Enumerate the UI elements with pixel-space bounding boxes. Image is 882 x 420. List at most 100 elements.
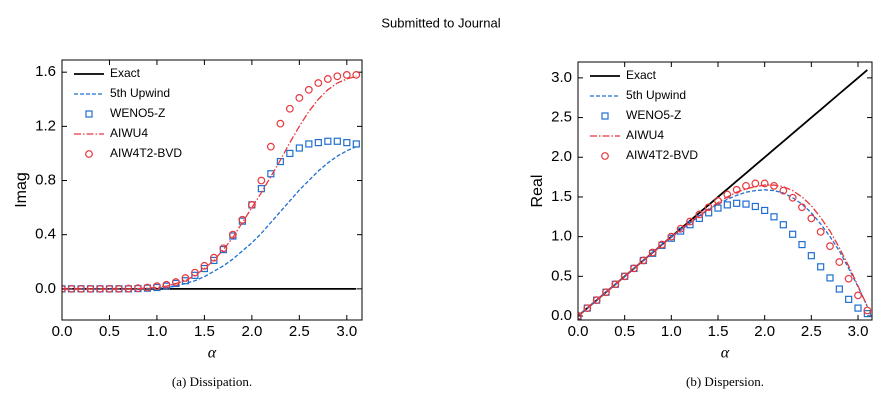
y-tick-label: 0.4 — [35, 226, 56, 243]
marker — [751, 179, 760, 188]
x-tick-label: 2.0 — [754, 323, 775, 340]
marker — [162, 280, 171, 289]
x-axis-label: α — [208, 345, 217, 362]
marker — [257, 176, 266, 185]
marker — [124, 284, 133, 293]
x-tick-label: 3.0 — [336, 323, 357, 340]
marker — [342, 70, 351, 79]
marker — [817, 263, 825, 271]
marker — [266, 142, 275, 151]
series-line — [62, 75, 357, 290]
marker — [285, 104, 294, 113]
y-tick-label: 1.5 — [551, 188, 572, 205]
marker — [798, 203, 806, 212]
marker — [191, 268, 199, 277]
marker — [807, 214, 816, 223]
x-tick-label: 1.0 — [147, 323, 168, 340]
legend-label: AIW4T2-BVD — [110, 146, 182, 160]
x-tick-label: 2.5 — [289, 323, 310, 340]
x-tick-label: 1.5 — [708, 323, 729, 340]
marker — [695, 214, 703, 222]
legend-label: Exact — [110, 66, 141, 80]
plot-frame — [577, 61, 873, 321]
marker — [733, 199, 741, 207]
marker — [648, 248, 657, 257]
marker — [788, 193, 797, 202]
series — [578, 199, 871, 320]
marker — [686, 217, 694, 226]
marker — [143, 283, 152, 292]
marker — [826, 274, 834, 282]
marker — [219, 244, 228, 253]
marker — [770, 181, 778, 190]
marker — [209, 253, 218, 262]
marker — [732, 185, 741, 194]
marker — [742, 200, 750, 208]
series — [62, 75, 357, 290]
marker — [667, 232, 676, 241]
marker — [323, 75, 332, 83]
marker — [67, 284, 76, 293]
marker — [695, 210, 704, 219]
y-tick-label: 3.0 — [551, 69, 572, 86]
y-tick-label: 0.8 — [35, 171, 56, 188]
marker — [181, 274, 190, 282]
marker — [658, 240, 666, 249]
marker — [153, 282, 161, 291]
marker — [172, 278, 180, 286]
series-line — [578, 189, 868, 317]
legend-label: AIWU4 — [110, 126, 148, 140]
marker — [761, 206, 769, 215]
legend-label: WENO5-Z — [626, 108, 681, 122]
series — [62, 70, 361, 293]
marker — [798, 240, 806, 249]
marker — [115, 284, 123, 293]
plot-frame — [61, 59, 363, 321]
marker — [751, 202, 759, 211]
y-tick-label: 0.0 — [551, 307, 572, 324]
y-tick-label: 0.0 — [35, 280, 56, 297]
marker — [314, 139, 322, 147]
marker — [789, 230, 797, 238]
marker — [611, 280, 620, 289]
marker — [770, 213, 778, 221]
marker — [305, 140, 313, 148]
legend-label: WENO5-Z — [110, 106, 165, 120]
marker — [86, 284, 95, 293]
x-tick-label: 1.5 — [194, 323, 215, 340]
marker — [602, 288, 610, 297]
x-tick-label: 0.0 — [568, 323, 589, 340]
marker — [639, 256, 648, 265]
marker — [247, 200, 256, 209]
marker — [844, 274, 853, 283]
legend-marker — [85, 110, 93, 118]
series-line — [62, 146, 357, 290]
plot-area: 0.0 0.5 1.0 1.5 2.0 2.5 3.0 0.0 0.4 0.8 1.2 1.6 Exac… — [13, 59, 363, 389]
marker — [723, 201, 731, 209]
y-axis-label: Imag — [13, 172, 30, 208]
series — [578, 184, 868, 317]
marker — [352, 140, 360, 148]
marker — [779, 221, 787, 229]
marker — [723, 190, 732, 199]
marker — [276, 119, 285, 128]
marker — [105, 284, 114, 293]
marker — [238, 215, 247, 224]
marker — [826, 242, 834, 251]
marker — [816, 227, 825, 236]
marker — [704, 203, 713, 212]
marker — [333, 137, 341, 145]
series — [578, 179, 872, 320]
marker — [583, 304, 592, 312]
marker — [324, 137, 332, 145]
x-tick-label: 0.0 — [52, 323, 73, 340]
marker — [200, 261, 209, 270]
marker — [295, 144, 303, 152]
marker — [676, 224, 685, 233]
marker — [333, 72, 342, 81]
x-tick-label: 0.5 — [99, 323, 120, 340]
marker — [200, 264, 209, 273]
marker — [863, 310, 871, 318]
marker — [191, 271, 199, 279]
marker — [304, 85, 313, 94]
